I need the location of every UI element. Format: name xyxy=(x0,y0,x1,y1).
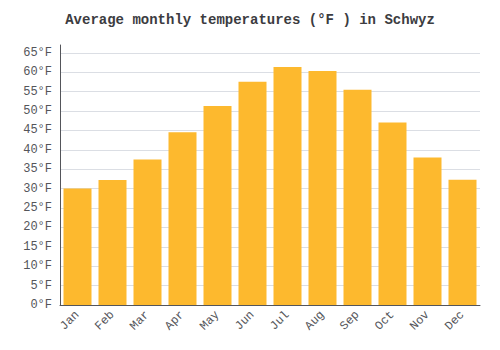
svg-text:65°F: 65°F xyxy=(23,46,52,60)
svg-text:Sep: Sep xyxy=(337,308,362,333)
svg-text:10°F: 10°F xyxy=(23,259,52,273)
svg-text:Apr: Apr xyxy=(162,308,187,333)
svg-text:45°F: 45°F xyxy=(23,123,52,137)
svg-text:Oct: Oct xyxy=(372,308,397,333)
svg-text:50°F: 50°F xyxy=(23,104,52,118)
svg-text:Jun: Jun xyxy=(232,308,257,333)
svg-text:35°F: 35°F xyxy=(23,162,52,176)
svg-text:20°F: 20°F xyxy=(23,220,52,234)
svg-text:Nov: Nov xyxy=(407,308,432,333)
svg-text:May: May xyxy=(197,308,222,333)
svg-text:Jan: Jan xyxy=(57,308,82,333)
svg-text:Average monthly temperatures (: Average monthly temperatures (°F ) in Sc… xyxy=(65,12,435,28)
svg-text:30°F: 30°F xyxy=(23,182,52,196)
svg-text:Jul: Jul xyxy=(267,308,292,333)
svg-text:15°F: 15°F xyxy=(23,240,52,254)
svg-text:5°F: 5°F xyxy=(30,279,52,293)
svg-text:40°F: 40°F xyxy=(23,143,52,157)
svg-text:Dec: Dec xyxy=(442,308,467,333)
svg-text:25°F: 25°F xyxy=(23,201,52,215)
svg-text:60°F: 60°F xyxy=(23,65,52,79)
svg-text:Aug: Aug xyxy=(302,308,327,333)
svg-text:Feb: Feb xyxy=(92,308,117,333)
svg-text:Mar: Mar xyxy=(127,308,152,333)
svg-text:55°F: 55°F xyxy=(23,85,52,99)
svg-text:0°F: 0°F xyxy=(30,298,52,312)
